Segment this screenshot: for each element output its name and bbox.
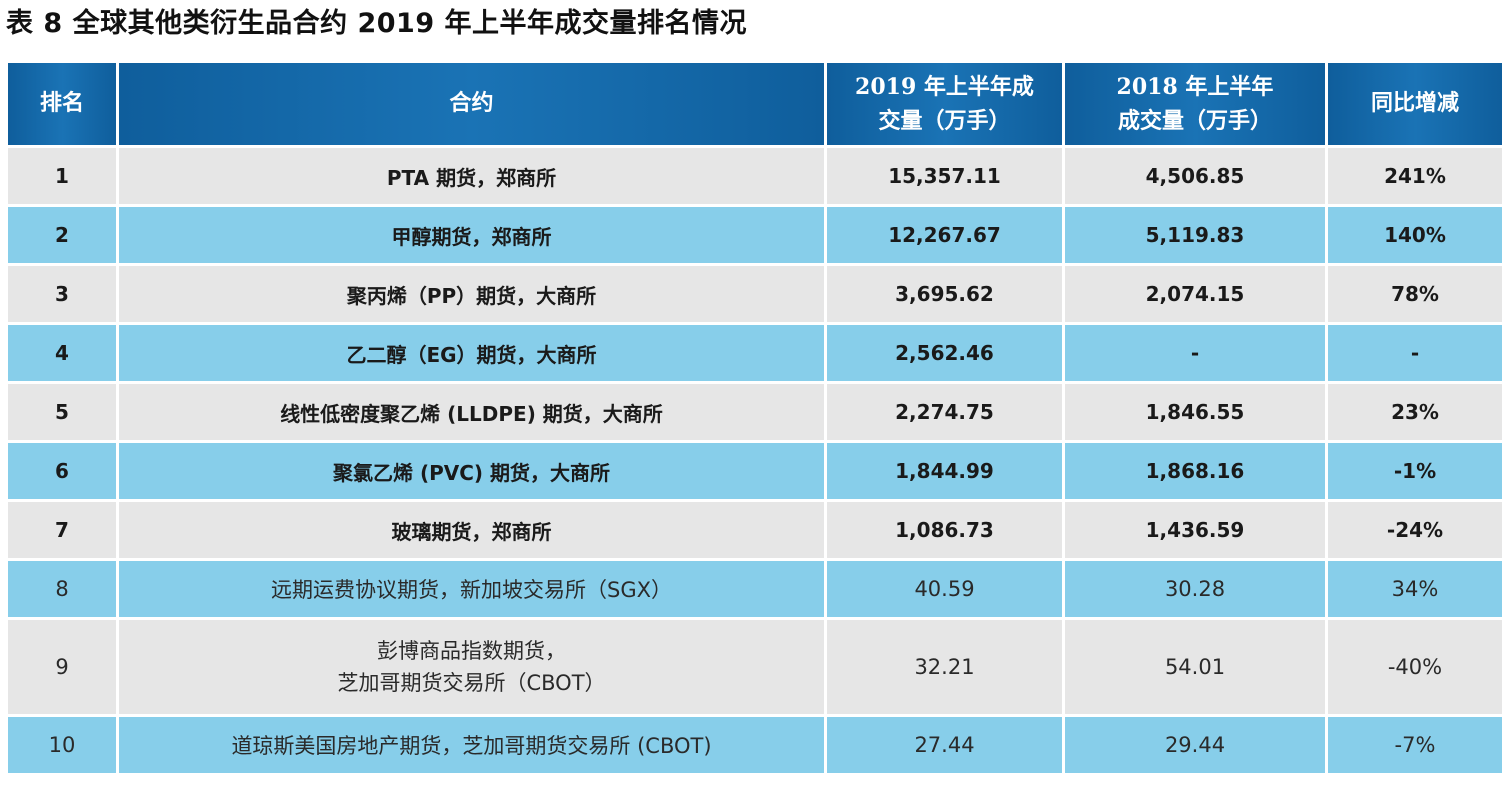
contract-cell: 远期运费协议期货，新加坡交易所（SGX） xyxy=(116,558,827,620)
rank-cell: 7 xyxy=(5,499,119,561)
table-title: 表 8 全球其他类衍生品合约 2019 年上半年成交量排名情况 xyxy=(6,8,748,39)
rank-cell: 5 xyxy=(5,381,119,443)
volume-2019-cell: 1,086.73 xyxy=(824,499,1065,561)
contract-cell: 玻璃期货，郑商所 xyxy=(116,499,827,561)
volume-2018-cell: 4,506.85 xyxy=(1062,145,1328,207)
volume-2019-cell: 12,267.67 xyxy=(824,204,1065,266)
volume-2019-cell: 1,844.99 xyxy=(824,440,1065,502)
contract-cell: 道琼斯美国房地产期货，芝加哥期货交易所 (CBOT) xyxy=(116,714,827,776)
rank-cell: 1 xyxy=(5,145,119,207)
ranking-table: 排名 合约 2019 年上半年成 交量（万手） 2018 年上半年 成交量（万手… xyxy=(5,60,1505,776)
yoy-change-cell: - xyxy=(1325,322,1505,384)
contract-cell: 线性低密度聚乙烯 (LLDPE) 期货，大商所 xyxy=(116,381,827,443)
rank-cell: 10 xyxy=(5,714,119,776)
rank-cell: 4 xyxy=(5,322,119,384)
table-row: 4 乙二醇（EG）期货，大商所 2,562.46 - - xyxy=(5,322,1505,384)
yoy-change-cell: -1% xyxy=(1325,440,1505,502)
table-row: 3 聚丙烯（PP）期货，大商所 3,695.62 2,074.15 78% xyxy=(5,263,1505,325)
header-volume-2018: 2018 年上半年 成交量（万手） xyxy=(1062,60,1328,148)
volume-2019-cell: 2,562.46 xyxy=(824,322,1065,384)
volume-2018-cell: 1,436.59 xyxy=(1062,499,1328,561)
volume-2018-cell: 30.28 xyxy=(1062,558,1328,620)
rank-cell: 9 xyxy=(5,617,119,717)
yoy-change-cell: -7% xyxy=(1325,714,1505,776)
yoy-change-cell: 241% xyxy=(1325,145,1505,207)
volume-2018-cell: 2,074.15 xyxy=(1062,263,1328,325)
volume-2019-cell: 2,274.75 xyxy=(824,381,1065,443)
yoy-change-cell: -40% xyxy=(1325,617,1505,717)
header-volume-2019-line2: 交量（万手） xyxy=(878,108,1011,134)
yoy-change-cell: 23% xyxy=(1325,381,1505,443)
rank-cell: 8 xyxy=(5,558,119,620)
volume-2018-cell: 54.01 xyxy=(1062,617,1328,717)
contract-cell: 聚氯乙烯 (PVC) 期货，大商所 xyxy=(116,440,827,502)
contract-cell: 甲醇期货，郑商所 xyxy=(116,204,827,266)
header-volume-2018-line2: 成交量（万手） xyxy=(1117,108,1272,134)
table-row: 10 道琼斯美国房地产期货，芝加哥期货交易所 (CBOT) 27.44 29.4… xyxy=(5,714,1505,776)
volume-2019-cell: 32.21 xyxy=(824,617,1065,717)
volume-2018-cell: - xyxy=(1062,322,1328,384)
rank-cell: 6 xyxy=(5,440,119,502)
contract-cell: PTA 期货，郑商所 xyxy=(116,145,827,207)
header-volume-2018-line1: 2018 年上半年 xyxy=(1116,74,1274,100)
yoy-change-cell: 34% xyxy=(1325,558,1505,620)
yoy-change-cell: -24% xyxy=(1325,499,1505,561)
volume-2019-cell: 40.59 xyxy=(824,558,1065,620)
volume-2018-cell: 29.44 xyxy=(1062,714,1328,776)
table-row: 1 PTA 期货，郑商所 15,357.11 4,506.85 241% xyxy=(5,145,1505,207)
table-row: 2 甲醇期货，郑商所 12,267.67 5,119.83 140% xyxy=(5,204,1505,266)
contract-cell: 乙二醇（EG）期货，大商所 xyxy=(116,322,827,384)
contract-line-1: 彭博商品指数期货， xyxy=(377,639,566,663)
header-volume-2019: 2019 年上半年成 交量（万手） xyxy=(824,60,1065,148)
volume-2019-cell: 27.44 xyxy=(824,714,1065,776)
yoy-change-cell: 140% xyxy=(1325,204,1505,266)
table-row: 9 彭博商品指数期货， 芝加哥期货交易所（CBOT） 32.21 54.01 -… xyxy=(5,617,1505,717)
volume-2019-cell: 15,357.11 xyxy=(824,145,1065,207)
contract-cell: 聚丙烯（PP）期货，大商所 xyxy=(116,263,827,325)
rank-cell: 3 xyxy=(5,263,119,325)
header-rank: 排名 xyxy=(5,60,119,148)
header-yoy-change: 同比增减 xyxy=(1325,60,1505,148)
header-contract: 合约 xyxy=(116,60,827,148)
table-row: 6 聚氯乙烯 (PVC) 期货，大商所 1,844.99 1,868.16 -1… xyxy=(5,440,1505,502)
contract-line-2: 芝加哥期货交易所（CBOT） xyxy=(337,671,606,695)
volume-2019-cell: 3,695.62 xyxy=(824,263,1065,325)
volume-2018-cell: 1,868.16 xyxy=(1062,440,1328,502)
volume-2018-cell: 1,846.55 xyxy=(1062,381,1328,443)
table-row: 7 玻璃期货，郑商所 1,086.73 1,436.59 -24% xyxy=(5,499,1505,561)
yoy-change-cell: 78% xyxy=(1325,263,1505,325)
table-row: 5 线性低密度聚乙烯 (LLDPE) 期货，大商所 2,274.75 1,846… xyxy=(5,381,1505,443)
header-row: 排名 合约 2019 年上半年成 交量（万手） 2018 年上半年 成交量（万手… xyxy=(5,60,1505,148)
header-volume-2019-line1: 2019 年上半年成 xyxy=(855,74,1034,100)
rank-cell: 2 xyxy=(5,204,119,266)
table-row: 8 远期运费协议期货，新加坡交易所（SGX） 40.59 30.28 34% xyxy=(5,558,1505,620)
contract-cell: 彭博商品指数期货， 芝加哥期货交易所（CBOT） xyxy=(116,617,827,717)
volume-2018-cell: 5,119.83 xyxy=(1062,204,1328,266)
